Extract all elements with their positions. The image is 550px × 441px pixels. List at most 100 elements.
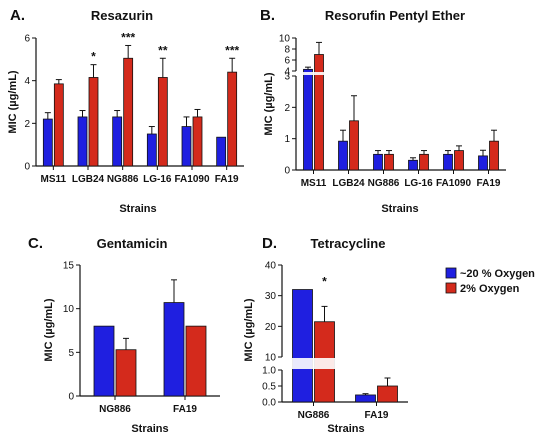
- legend: ~20 % Oxygen 2% Oxygen: [445, 267, 535, 295]
- panel-title: Resorufin Pentyl Ether: [325, 8, 465, 23]
- y-tick-label: 6: [24, 34, 30, 45]
- bar-oxygen2: [489, 140, 499, 171]
- x-tick-label: MS11: [41, 174, 67, 185]
- x-tick-label: LG-16: [404, 178, 433, 189]
- y-tick-label: 5: [68, 348, 74, 359]
- bar-oxygen2: [419, 153, 429, 171]
- y-tick-label: 15: [63, 261, 75, 272]
- x-tick-label: FA19: [173, 404, 197, 415]
- x-tick-label: LGB24: [332, 178, 365, 189]
- bar-oxygen20: [146, 133, 157, 167]
- y-axis-label: MIC (µg/mL): [243, 298, 255, 361]
- y-tick-label: 40: [265, 261, 277, 272]
- bar-oxygen2: [192, 116, 203, 167]
- bar-oxygen20: [181, 126, 192, 167]
- bar-oxygen2: [88, 77, 99, 167]
- significance-marker: *: [91, 50, 96, 64]
- y-tick-label: 10: [265, 353, 277, 364]
- y-tick-label: 8: [284, 45, 290, 56]
- bar-oxygen20: [93, 325, 115, 397]
- y-axis-label: MIC (µg/mL): [7, 70, 19, 133]
- panel-2: C. Gentamicin 0 5 10 15 NG886 FA19 MIC (µg/mL) St…: [28, 235, 220, 435]
- panel-letter: D.: [262, 235, 277, 252]
- panel-letter: C.: [28, 235, 43, 252]
- bar-oxygen2: [384, 153, 394, 171]
- legend-swatch-1: [445, 282, 457, 294]
- bar-oxygen2: [115, 349, 137, 397]
- x-tick-label: FA19: [215, 174, 239, 185]
- y-tick-label: 0: [68, 392, 74, 403]
- bar-oxygen20: [408, 159, 418, 171]
- x-tick-label: FA1090: [174, 174, 209, 185]
- y-tick-label: 10: [279, 34, 291, 45]
- bar-oxygen20: [42, 118, 53, 167]
- bar-oxygen2: [349, 120, 359, 171]
- bar-oxygen20: [216, 136, 227, 167]
- y-tick-label: 20: [265, 322, 277, 333]
- significance-marker: *: [322, 275, 327, 289]
- significance-marker: ***: [225, 43, 239, 57]
- y-tick-label: 0.5: [262, 382, 276, 393]
- panel-0: A. Resazurin 0 2 4 6 MS11 LGB24 * NG886 *** LG-16 **…: [7, 7, 244, 215]
- y-tick-label: 0: [24, 162, 30, 173]
- y-tick-label: 0: [284, 166, 290, 177]
- bar-oxygen2: [227, 71, 238, 167]
- bar-oxygen2: [185, 325, 207, 397]
- x-axis-label: Strains: [381, 203, 418, 215]
- bar-oxygen2: [454, 150, 464, 171]
- bar-oxygen2: [53, 83, 64, 167]
- x-tick-label: FA19: [365, 410, 389, 421]
- panel-title: Tetracycline: [311, 236, 386, 251]
- panel-letter: A.: [10, 7, 25, 24]
- y-tick-label: 1: [284, 134, 290, 145]
- y-tick-label: 4: [284, 67, 290, 78]
- legend-label-1: 2% Oxygen: [460, 283, 520, 295]
- x-axis-label: Strains: [327, 423, 364, 435]
- significance-marker: ***: [121, 30, 135, 44]
- bar-oxygen2: [314, 54, 324, 171]
- y-tick-label: 2: [24, 119, 30, 130]
- panel-title: Resazurin: [91, 8, 153, 23]
- bar-oxygen20: [292, 289, 313, 403]
- x-tick-label: LGB24: [72, 174, 105, 185]
- bar-oxygen20: [163, 302, 185, 397]
- panel-title: Gentamicin: [97, 236, 168, 251]
- y-tick-label: 1.0: [262, 366, 276, 377]
- bar-oxygen2: [377, 385, 398, 403]
- x-tick-label: FA19: [477, 178, 501, 189]
- x-axis-label: Strains: [131, 423, 168, 435]
- axis-break-gap: [297, 72, 507, 75]
- y-tick-label: 0.0: [262, 398, 276, 409]
- x-tick-label: FA1090: [436, 178, 471, 189]
- bar-oxygen20: [112, 116, 123, 167]
- y-axis-label: MIC (µg/mL): [263, 72, 275, 135]
- bar-oxygen20: [77, 116, 88, 167]
- y-tick-label: 30: [265, 291, 277, 302]
- x-tick-label: NG886: [368, 178, 400, 189]
- legend-swatch-0: [445, 267, 457, 279]
- axis-break-gap: [283, 358, 409, 369]
- y-tick-label: 10: [63, 304, 75, 315]
- x-tick-label: LG-16: [143, 174, 172, 185]
- bar-oxygen2: [157, 77, 168, 167]
- x-axis-label: Strains: [119, 203, 156, 215]
- significance-marker: **: [158, 43, 168, 57]
- x-tick-label: MS11: [301, 178, 327, 189]
- y-tick-label: 6: [284, 56, 290, 67]
- y-tick-label: 3: [284, 72, 290, 83]
- bar-oxygen20: [303, 68, 313, 171]
- legend-label-0: ~20 % Oxygen: [460, 268, 535, 280]
- bar-oxygen2: [123, 57, 134, 167]
- bar-oxygen20: [373, 153, 383, 171]
- panel-3: D. Tetracycline 0.0 0.5 1.0 10 20 30 40 NG886 * FA1…: [243, 235, 409, 435]
- bar-oxygen20: [338, 140, 348, 171]
- bar-oxygen20: [443, 153, 453, 171]
- bar-oxygen20: [478, 155, 488, 171]
- x-tick-label: NG886: [99, 404, 131, 415]
- y-axis-label: MIC (µg/mL): [43, 298, 55, 361]
- y-tick-label: 2: [284, 103, 290, 114]
- panel-letter: B.: [260, 7, 275, 24]
- y-tick-label: 4: [24, 76, 30, 87]
